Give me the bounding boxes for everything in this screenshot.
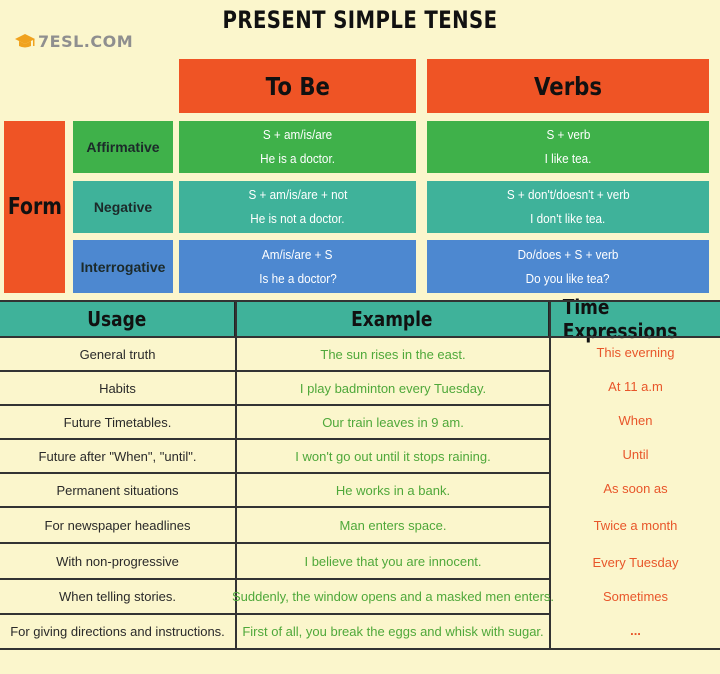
- formula: S + am/is/are: [262, 127, 333, 142]
- form-label: Form: [4, 121, 65, 293]
- time-expression-cell: Every Tuesday: [592, 554, 679, 570]
- logo-text: 7ESL.COM: [38, 31, 134, 51]
- formula: Do/does + S + verb: [517, 246, 619, 262]
- verbs-negative-cell: S + don't/doesn't + verb I don't like te…: [427, 181, 709, 233]
- logo: 7ESL.COM: [14, 30, 133, 52]
- usage-cell: For giving directions and instructions.: [10, 624, 225, 639]
- usage-cell: For newspaper headlines: [44, 517, 191, 533]
- row-label-affirmative: Affirmative: [73, 121, 173, 173]
- formula: Am/is/are + S: [262, 246, 333, 262]
- graduation-cap-icon: [15, 34, 35, 48]
- example-cell: First of all, you break the eggs and whi…: [242, 624, 544, 639]
- time-expression-cell: Twice a month: [593, 517, 678, 533]
- row-label-interrogative: Interrogative: [73, 240, 173, 293]
- verbs-interrogative-cell: Do/does + S + verb Do you like tea?: [427, 240, 709, 293]
- example: He is a doctor.: [260, 151, 335, 166]
- usage-cell: When telling stories.: [58, 589, 177, 604]
- formula: S + don't/doesn't + verb: [506, 187, 630, 202]
- example-cell: He works in a bank.: [335, 482, 451, 498]
- header-verbs: Verbs: [427, 59, 709, 113]
- example: He is not a doctor.: [250, 211, 345, 226]
- example-cell: The sun rises in the east.: [320, 346, 466, 362]
- example: I like tea.: [544, 151, 592, 166]
- example: I don't like tea.: [530, 211, 606, 226]
- usage-cell: Future after "When", "until".: [38, 448, 197, 464]
- example-cell: Suddenly, the window opens and a masked …: [231, 589, 555, 604]
- usage-cell: With non-progressive: [56, 553, 179, 569]
- header-usage: Usage: [0, 302, 236, 336]
- time-expression-cell: Sometimes: [602, 589, 669, 604]
- time-expression-cell: At 11 a.m: [608, 378, 663, 394]
- time-expression-cell: ...: [630, 623, 641, 638]
- header-example: Example: [236, 302, 550, 336]
- time-expression-cell: This everning: [596, 344, 675, 360]
- example-cell: I play badminton every Tuesday.: [299, 380, 487, 396]
- example-cell: I believe that you are innocent.: [304, 553, 482, 569]
- usage-cell: Future Timetables.: [63, 414, 172, 430]
- to-be-affirmative-cell: S + am/is/are He is a doctor.: [179, 121, 416, 173]
- time-expression-cell: As soon as: [603, 480, 668, 496]
- usage-cell: Habits: [99, 380, 136, 396]
- example: Do you like tea?: [526, 270, 610, 286]
- to-be-interrogative-cell: Am/is/are + S Is he a doctor?: [179, 240, 416, 293]
- formula: S + am/is/are + not: [248, 187, 347, 202]
- time-expression-cell: Until: [622, 446, 649, 462]
- header-to-be: To Be: [179, 59, 416, 113]
- header-time-expressions: Time Expressions: [550, 295, 720, 343]
- example-cell: Our train leaves in 9 am.: [322, 414, 464, 430]
- example-cell: I won't go out until it stops raining.: [295, 448, 491, 464]
- time-expression-cell: When: [618, 412, 653, 428]
- example: Is he a doctor?: [258, 270, 337, 286]
- page-title: PRESENT SIMPLE TENSE: [222, 6, 498, 34]
- example-cell: Man enters space.: [339, 517, 447, 533]
- usage-cell: General truth: [79, 346, 156, 362]
- usage-cell: Permanent situations: [56, 482, 179, 498]
- row-label-negative: Negative: [73, 181, 173, 233]
- formula: S + verb: [546, 127, 590, 142]
- verbs-affirmative-cell: S + verb I like tea.: [427, 121, 709, 173]
- to-be-negative-cell: S + am/is/are + not He is not a doctor.: [179, 181, 416, 233]
